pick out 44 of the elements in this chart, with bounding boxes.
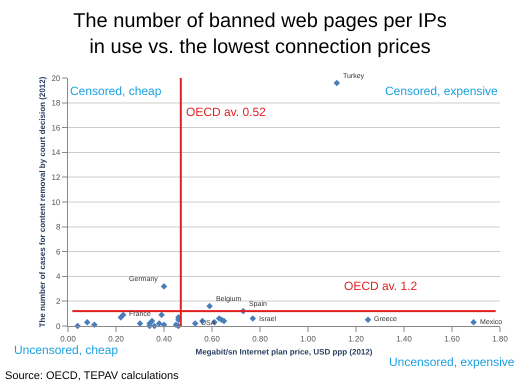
ref-line-label: OECD av. 1.2: [344, 279, 418, 293]
x-tick-label: 1.20: [348, 334, 364, 344]
point: [250, 315, 256, 322]
text: Uncensored, cheap: [14, 343, 118, 357]
point: [192, 320, 198, 327]
point: [470, 319, 477, 326]
y-tick-label: 20: [51, 74, 61, 83]
x-tick-label: 0.20: [108, 334, 124, 344]
y-tick-label: 10: [51, 198, 61, 207]
x-tick-label: 1.80: [492, 334, 508, 344]
x-axis-title: Megabit/sn Internet plan price, USD ppp (2012): [196, 348, 373, 357]
y-tick-label: 6: [56, 247, 61, 256]
y-tick-label: 16: [51, 123, 61, 132]
point: [148, 318, 156, 324]
point: [156, 320, 162, 327]
y-axis-title: The number of cases for content removal by court decision (2012): [38, 76, 48, 328]
point: [334, 80, 340, 86]
y-tick-label: 14: [51, 148, 61, 158]
x-tick-label: 0.00: [60, 334, 76, 344]
y-tick-label: 8: [56, 222, 61, 232]
point: [206, 302, 213, 310]
text: Uncensored, expensive: [389, 355, 515, 369]
x-tick-label: 1.60: [444, 334, 460, 344]
point: [84, 319, 90, 326]
chart-title: The number of banned web pages per IPs in use vs. the lowest connection prices: [73, 10, 447, 58]
y-tick-label: 12: [51, 173, 61, 182]
point: [158, 312, 165, 318]
y-tick-label: 0: [56, 322, 61, 331]
annotation: Censored, cheap: [70, 84, 162, 98]
x-tick-label: 0.80: [252, 334, 268, 344]
annotation: Censored, expensive: [385, 84, 498, 98]
y-tick-label: 18: [51, 98, 61, 108]
ref-line-label: OECD av. 0.52: [186, 105, 266, 119]
x-tick-label: 1.00: [300, 334, 316, 344]
point: [120, 312, 126, 318]
y-tick-label: 2: [56, 297, 61, 306]
point: [364, 316, 372, 324]
x-tick-label: 0.40: [156, 334, 172, 344]
point: [160, 283, 168, 290]
point: [136, 320, 144, 327]
x-tick-label: 1.40: [396, 334, 412, 344]
source-note: Source: OECD, TEPAV calculations: [5, 370, 180, 382]
x-tick-label: 0.60: [204, 334, 220, 344]
y-tick-label: 4: [56, 272, 61, 282]
